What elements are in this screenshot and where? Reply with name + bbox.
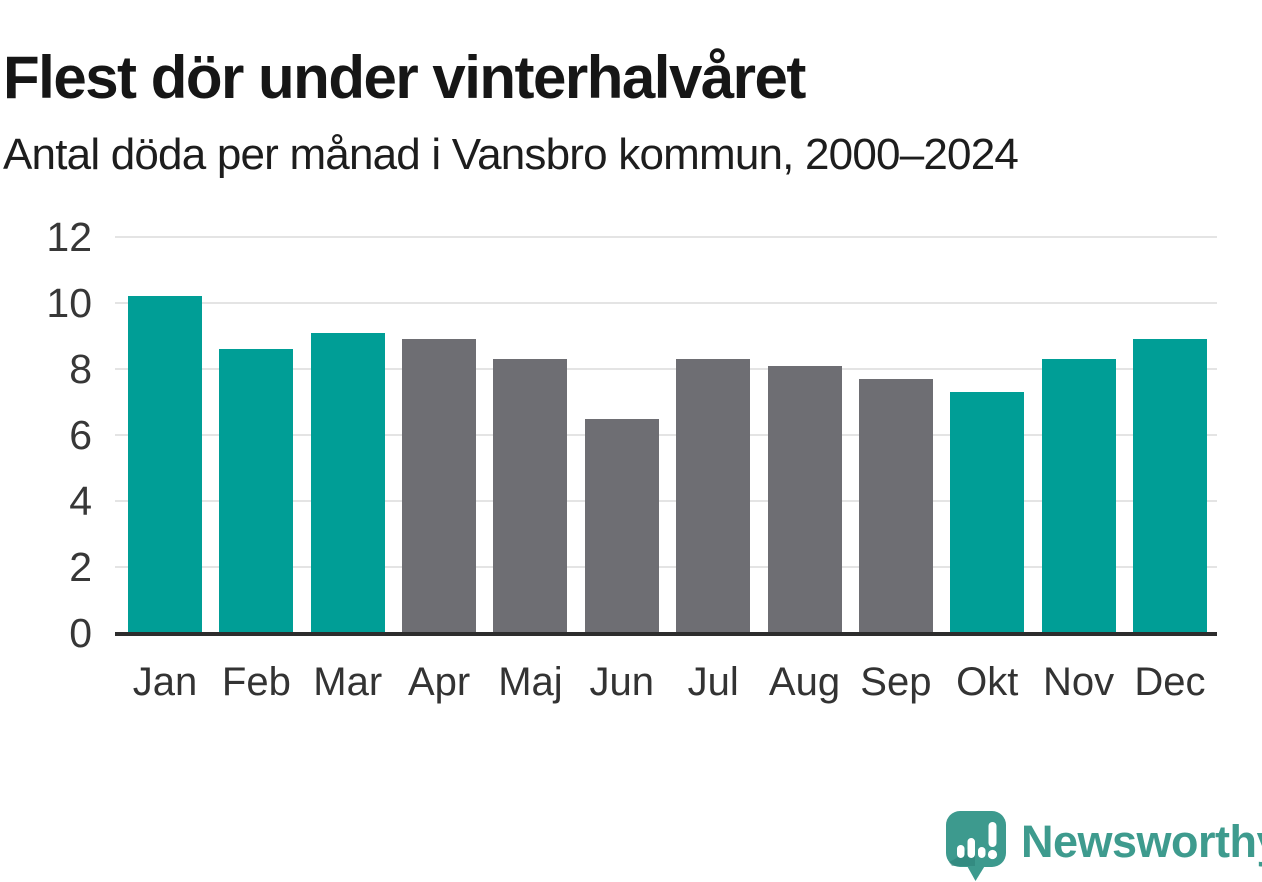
x-tick-label: Apr: [407, 660, 471, 704]
grid-line: [115, 236, 1217, 238]
y-tick-label: 4: [69, 478, 92, 524]
bar-sep: [858, 378, 933, 633]
newsworthy-logo-icon: [946, 811, 1006, 881]
bar-apr: [402, 339, 477, 633]
bar-maj: [493, 359, 568, 633]
bar-jun: [584, 418, 659, 633]
x-tick-label: Nov: [1043, 660, 1115, 704]
x-tick-label: Jun: [589, 660, 655, 704]
y-tick-label: 6: [69, 412, 92, 458]
grid-line: [115, 500, 1217, 502]
bar-dec: [1132, 339, 1207, 633]
x-tick-label: Okt: [956, 660, 1019, 704]
x-tick-label: Jul: [687, 660, 739, 704]
bar-jul: [676, 359, 751, 633]
x-tick-label: Dec: [1134, 660, 1206, 704]
grid-line: [115, 434, 1217, 436]
y-tick-label: 8: [69, 346, 92, 392]
chart-subtitle: Antal döda per månad i Vansbro kommun, 2…: [3, 130, 1019, 179]
page-title: Flest dör under vinterhalvåret: [3, 44, 806, 112]
grid-line: [115, 302, 1217, 304]
y-tick-label: 2: [69, 544, 92, 590]
x-tick-label: Aug: [768, 660, 841, 704]
y-tick-label: 12: [46, 214, 92, 260]
bar-mar: [310, 332, 385, 633]
brand-name: Newsworthy: [1021, 816, 1262, 867]
bar-feb: [219, 349, 294, 633]
y-tick-label: 10: [46, 280, 92, 326]
x-tick-label: Maj: [498, 660, 563, 704]
y-tick-label: 0: [69, 610, 92, 656]
newsworthy-logo: Newsworthy: [944, 808, 1262, 881]
bar-aug: [767, 365, 842, 633]
bar-jan: [128, 296, 202, 633]
x-axis-line: [115, 632, 1217, 636]
bar-nov: [1041, 359, 1116, 633]
grid-line: [115, 368, 1217, 370]
x-tick-label: Mar: [313, 660, 383, 704]
x-tick-label: Sep: [860, 660, 932, 704]
bar-okt: [950, 392, 1025, 633]
x-tick-label: Feb: [221, 660, 291, 704]
x-tick-label: Jan: [132, 660, 198, 704]
grid-line: [115, 566, 1217, 568]
